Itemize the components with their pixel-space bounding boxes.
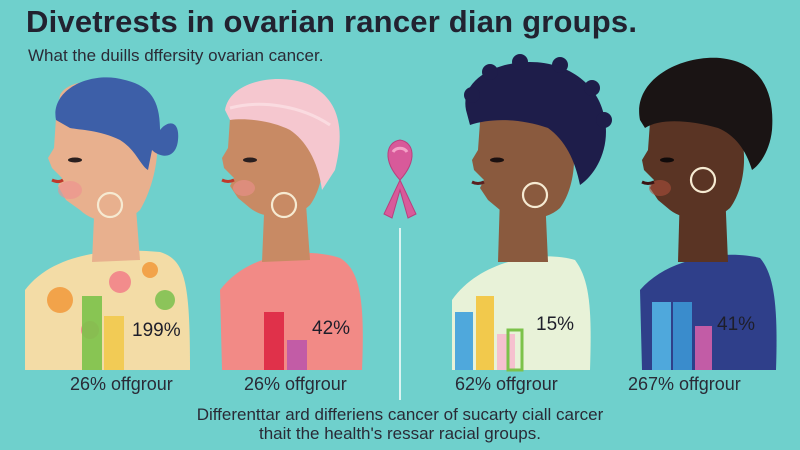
bar: [497, 334, 515, 370]
bar: [104, 316, 124, 370]
footer-line-1: Differenttar ard differiens cancer of su…: [196, 405, 604, 424]
group-2-percent: 42%: [312, 318, 351, 339]
bar: [673, 302, 692, 370]
bar: [506, 328, 524, 372]
group-1-percent: 199%: [132, 320, 181, 341]
group-3-percent: 15%: [536, 314, 575, 335]
bar: [455, 312, 473, 370]
awareness-ribbon-icon: [383, 139, 417, 219]
bar: [264, 312, 284, 370]
bar: [652, 302, 671, 370]
woman-portrait-2: [220, 78, 363, 370]
page-subtitle: What the duills dffersity ovarian cancer…: [28, 46, 324, 65]
woman-portrait-3: [452, 54, 612, 370]
group-3-stat: 62% offgrour: [455, 374, 558, 394]
bar-group-1: [82, 296, 124, 370]
bar: [695, 326, 712, 370]
bar: [476, 296, 494, 370]
page-title: Divetrests in ovarian rancer dian groups…: [26, 4, 638, 39]
footer-line-2: thait the health's ressar racial groups.: [258, 424, 541, 443]
bar-group-2: [264, 312, 307, 370]
group-1-stat: 26% offgrour: [70, 374, 173, 394]
footer-caption: Differenttar ard differiens cancer of su…: [120, 405, 680, 443]
bar: [287, 340, 307, 370]
group-4-percent: 41%: [717, 314, 756, 335]
woman-portrait-1: [25, 77, 190, 370]
bar-group-3: [455, 296, 524, 372]
bar-group-4: [652, 302, 712, 370]
group-2-stat: 26% offgrour: [244, 374, 347, 394]
group-4-stat: 267% offgrour: [628, 374, 741, 394]
bar: [82, 296, 102, 370]
